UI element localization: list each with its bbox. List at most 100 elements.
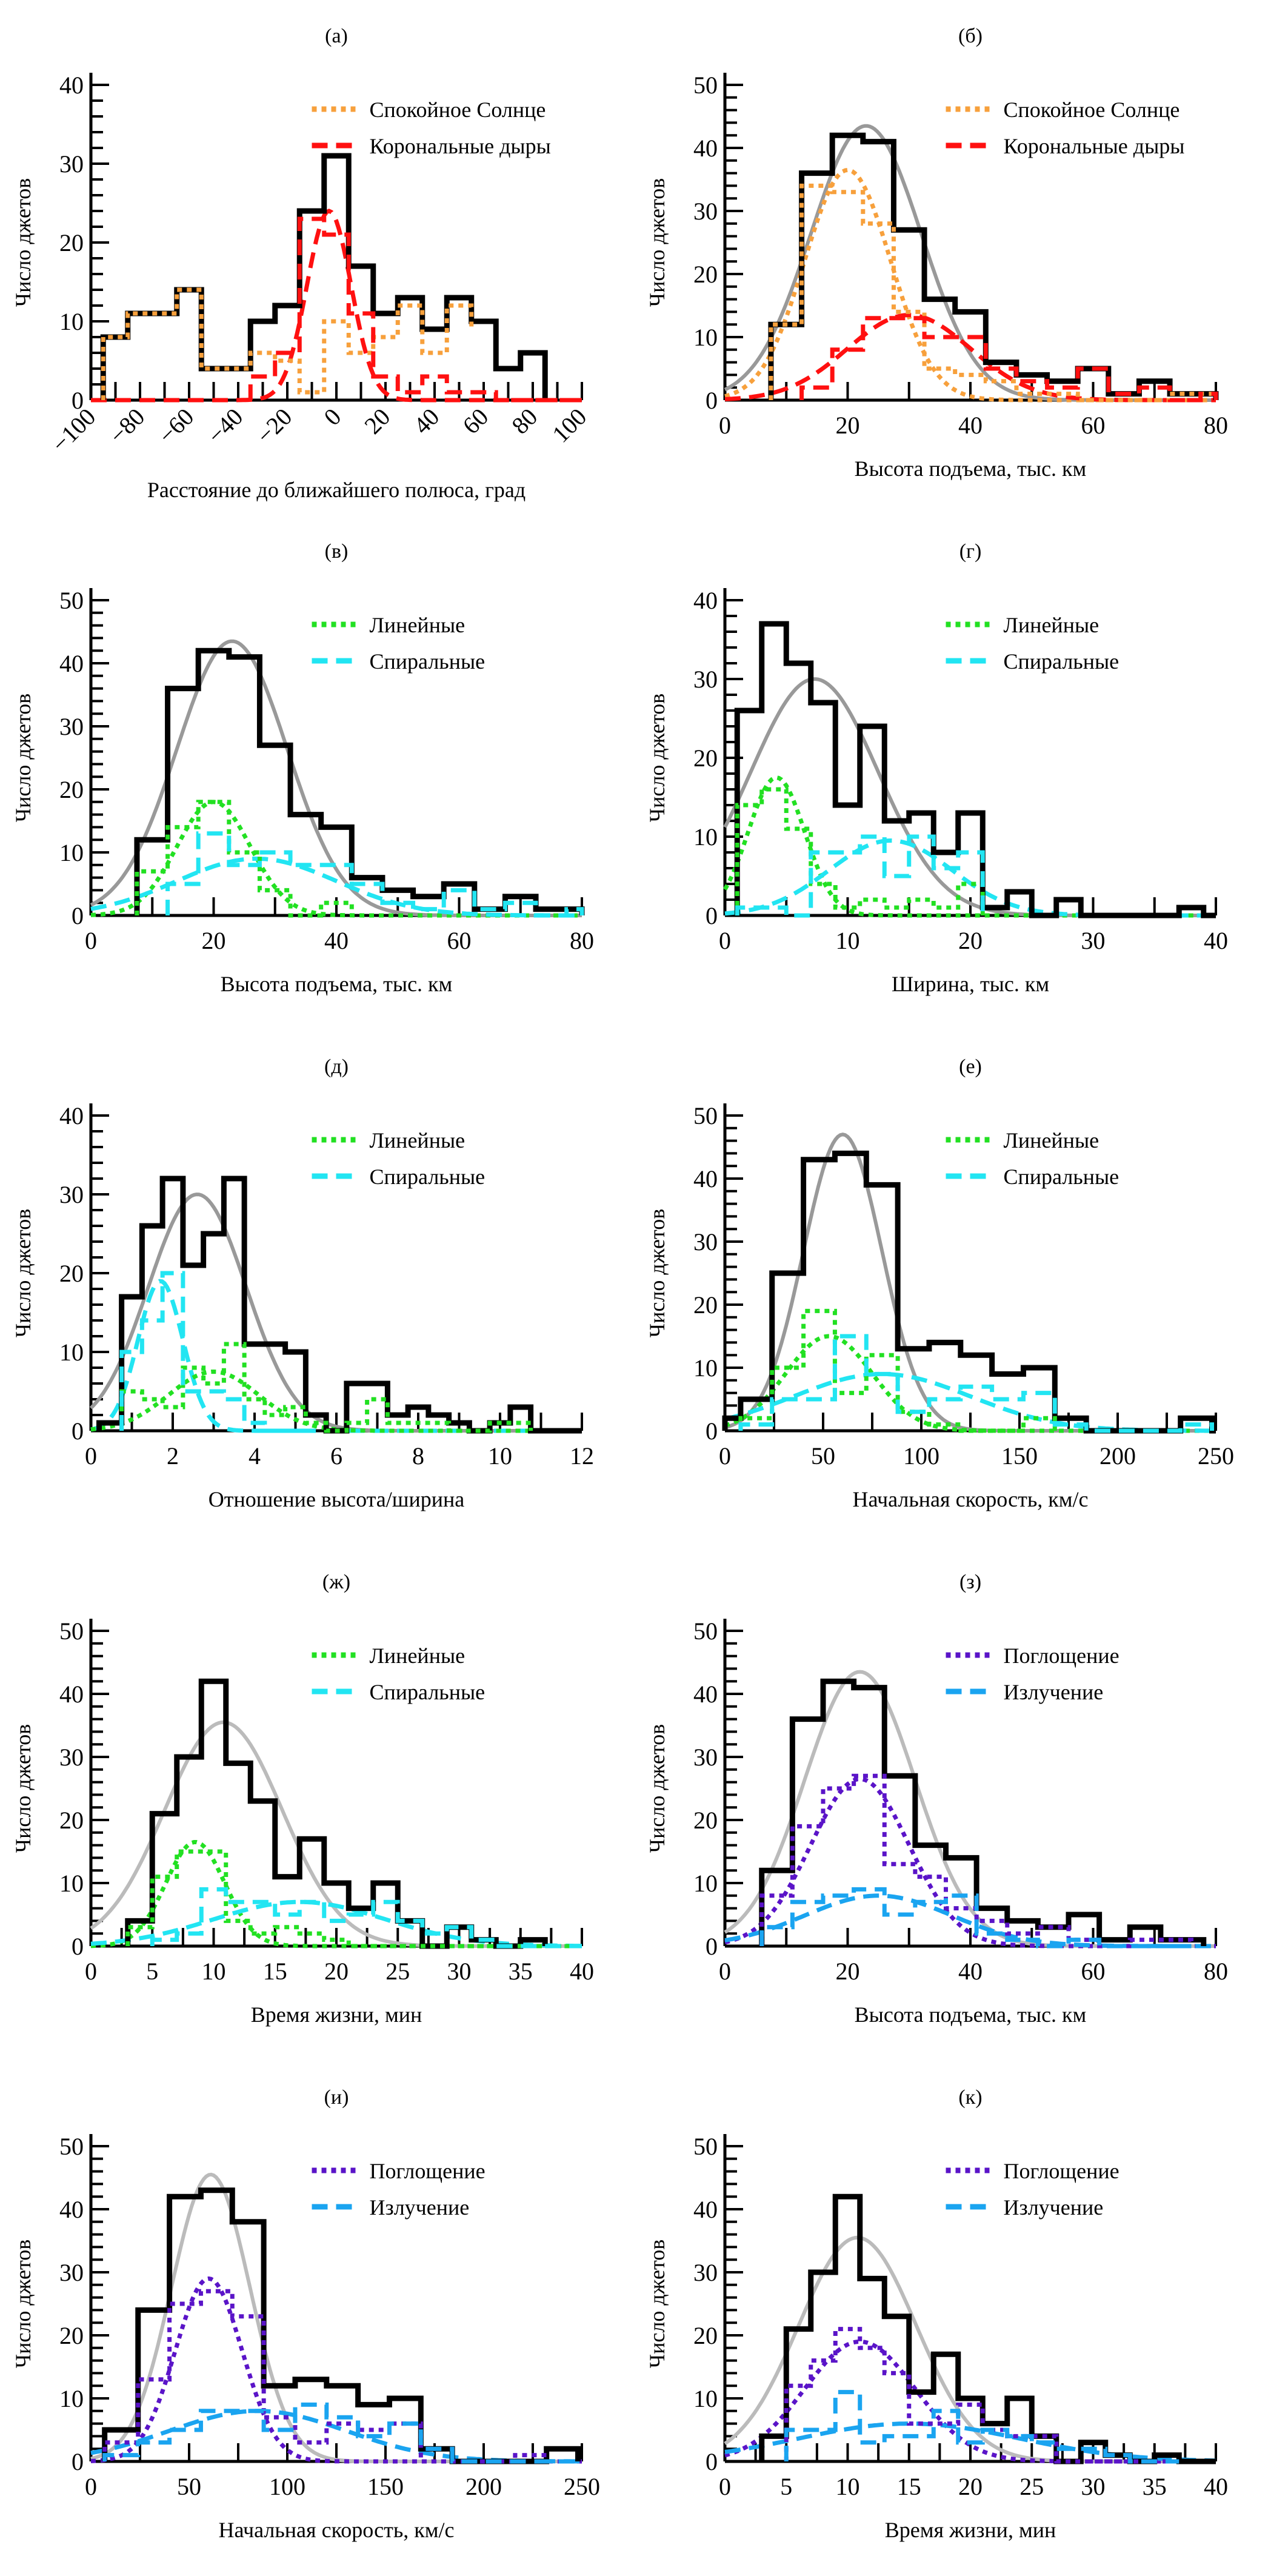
x-tick-label: 10 bbox=[836, 2473, 860, 2500]
y-tick-label: 30 bbox=[693, 1744, 718, 1771]
y-tick-label: 50 bbox=[693, 2133, 718, 2160]
x-tick-label: 60 bbox=[457, 403, 493, 440]
gaussian-fit-curve bbox=[724, 2421, 1216, 2463]
y-tick-label: 10 bbox=[59, 839, 84, 866]
x-tick-label: 30 bbox=[1081, 2473, 1106, 2500]
x-tick-label: 5 bbox=[146, 1958, 158, 1985]
legend-label: Спиральные bbox=[370, 1165, 486, 1189]
panel-label: (а) bbox=[325, 25, 348, 47]
x-axis-label: Ширина, тыс. км bbox=[892, 972, 1049, 996]
x-tick-label: −20 bbox=[251, 403, 297, 449]
panel-f: (е) 0 10 20 30 40 50 0 50 100 150 200 250 Начальная с… bbox=[645, 1055, 1234, 1511]
y-tick-label: 40 bbox=[693, 135, 718, 162]
y-axis-label: Число джетов bbox=[645, 1209, 669, 1338]
x-axis-label: Расстояние до ближайшего полюса, град bbox=[147, 478, 526, 502]
gaussian-fit-curve bbox=[90, 1899, 582, 1949]
y-tick-label: 10 bbox=[693, 823, 718, 851]
x-tick-label: 10 bbox=[836, 927, 860, 954]
y-tick-label: 20 bbox=[693, 744, 718, 772]
histogram-total bbox=[100, 153, 548, 400]
legend-label: Поглощение bbox=[1004, 1644, 1120, 1668]
y-tick-label: 10 bbox=[693, 2385, 718, 2412]
x-tick-label: 30 bbox=[1081, 927, 1106, 954]
x-tick-label: 20 bbox=[359, 403, 395, 440]
gaussian-fit-curve bbox=[723, 677, 1216, 917]
x-tick-label: 50 bbox=[811, 1442, 835, 1470]
x-axis-label: Время жизни, мин bbox=[885, 2518, 1056, 2542]
y-tick-label: 40 bbox=[59, 1681, 84, 1708]
x-tick-label: 100 bbox=[903, 1442, 939, 1470]
x-tick-label: 40 bbox=[1204, 2473, 1228, 2500]
y-tick-label: 40 bbox=[59, 72, 84, 99]
panel-label: (д) bbox=[324, 1055, 349, 1078]
legend-label: Линейные bbox=[1004, 1128, 1099, 1153]
panel-label: (в) bbox=[325, 540, 349, 563]
x-tick-label: 80 bbox=[1204, 412, 1228, 439]
y-axis-label: Число джетов bbox=[645, 694, 669, 823]
x-tick-label: 0 bbox=[719, 1958, 731, 1985]
y-tick-label: 10 bbox=[59, 308, 84, 335]
x-tick-label: 6 bbox=[330, 1442, 342, 1470]
gaussian-fit-curve bbox=[724, 1670, 1216, 1948]
y-tick-label: 10 bbox=[693, 1354, 718, 1382]
gaussian-fit-curve bbox=[91, 209, 582, 403]
y-tick-label: 30 bbox=[693, 198, 718, 225]
x-tick-label: 50 bbox=[177, 2473, 201, 2500]
y-tick-label: 20 bbox=[59, 1807, 84, 1834]
x-tick-label: 80 bbox=[570, 927, 594, 954]
x-tick-label: 12 bbox=[570, 1442, 594, 1470]
x-tick-label: 100 bbox=[269, 2473, 305, 2500]
x-tick-label: 25 bbox=[385, 1958, 410, 1985]
y-tick-label: 0 bbox=[706, 387, 718, 414]
y-tick-label: 10 bbox=[59, 1870, 84, 1897]
histogram-total bbox=[102, 2187, 581, 2464]
x-tick-label: 30 bbox=[447, 1958, 472, 1985]
y-tick-label: 50 bbox=[693, 1618, 718, 1645]
histogram-series bbox=[102, 2289, 549, 2464]
x-tick-label: 20 bbox=[958, 927, 983, 954]
x-tick-label: 0 bbox=[719, 927, 731, 954]
panel-g: (ж) 0 10 20 30 40 50 0 5 10 15 20 25 30 35 40 Время жизн… bbox=[11, 1571, 594, 2027]
gaussian-fit-curve bbox=[724, 167, 1216, 403]
legend-label: Спиральные bbox=[1004, 1165, 1120, 1189]
x-tick-label: 0 bbox=[85, 2473, 97, 2500]
panel-label: (к) bbox=[958, 2086, 982, 2109]
legend-label: Излучение bbox=[370, 2195, 470, 2220]
y-tick-label: 20 bbox=[59, 776, 84, 803]
histogram-series bbox=[150, 1887, 582, 1949]
legend-label: Излучение bbox=[1004, 1680, 1104, 1704]
x-tick-label: 250 bbox=[564, 2473, 600, 2500]
histogram-total bbox=[768, 132, 1219, 400]
histogram-series bbox=[165, 831, 584, 918]
histogram-total bbox=[125, 1678, 548, 1949]
panel-a: (а) 0 10 20 30 40 −100 −80 −60 −40 −20 0 20 40 60 80 100… bbox=[11, 25, 592, 502]
y-tick-label: 50 bbox=[59, 1618, 84, 1645]
x-tick-label: 25 bbox=[1019, 2473, 1044, 2500]
x-tick-label: 40 bbox=[1204, 927, 1228, 954]
y-tick-label: 10 bbox=[693, 1870, 718, 1897]
y-tick-label: 50 bbox=[59, 2133, 84, 2160]
gaussian-fit-curve bbox=[722, 775, 1216, 918]
y-tick-label: 30 bbox=[59, 713, 84, 740]
x-axis-label: Начальная скорость, км/с bbox=[218, 2518, 454, 2542]
y-axis-label: Число джетов bbox=[11, 1209, 35, 1338]
y-axis-label: Число джетов bbox=[11, 1724, 35, 1853]
x-tick-label: 20 bbox=[324, 1958, 349, 1985]
x-tick-label: 10 bbox=[202, 1958, 226, 1985]
histogram-series bbox=[735, 834, 985, 918]
y-tick-label: 20 bbox=[693, 261, 718, 288]
legend-label: Коронaльные дыры bbox=[1004, 134, 1185, 158]
x-tick-label: 0 bbox=[85, 1958, 97, 1985]
legend-label: Излучение bbox=[1004, 2195, 1104, 2220]
histogram-series bbox=[784, 2327, 1180, 2464]
histogram-series bbox=[248, 216, 570, 403]
y-tick-label: 40 bbox=[59, 650, 84, 677]
y-tick-label: 0 bbox=[706, 902, 718, 929]
panel-label: (е) bbox=[959, 1055, 982, 1078]
y-tick-label: 50 bbox=[59, 587, 84, 614]
y-tick-label: 30 bbox=[693, 666, 718, 693]
x-tick-label: 40 bbox=[408, 403, 444, 440]
gaussian-fit-curve bbox=[90, 1720, 582, 1948]
histogram-total bbox=[759, 2193, 1216, 2464]
